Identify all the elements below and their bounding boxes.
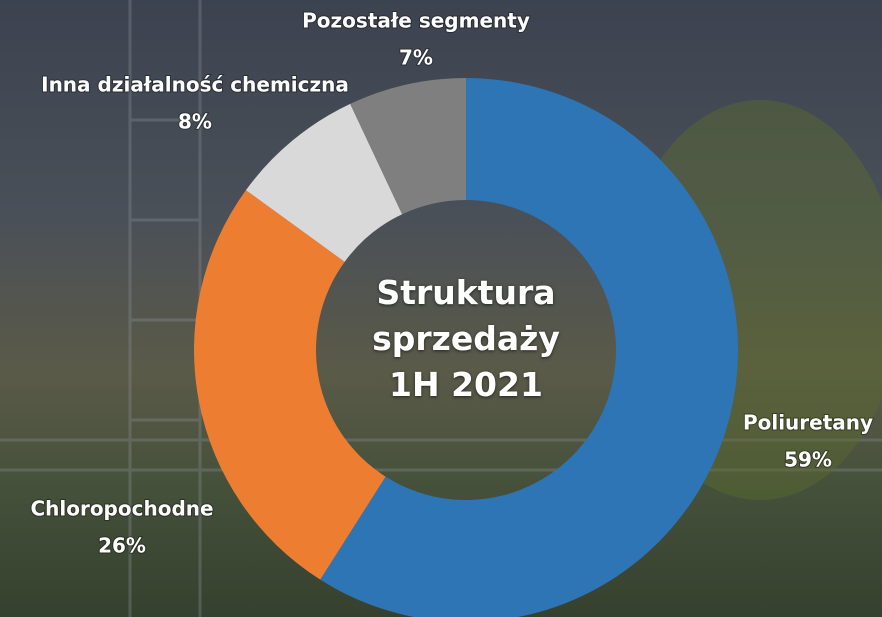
donut-segment [245,103,403,262]
segment-value: 7% [399,46,433,70]
donut-segment [193,190,386,580]
segment-name: Pozostałe segmenty [302,9,530,33]
segment-name: Inna działalność chemiczna [41,73,349,97]
chart-title: Struktura sprzedaży 1H 2021 [372,273,560,405]
segment-value: 8% [178,110,212,134]
segment-name: Chloropochodne [30,497,213,521]
segment-value: 26% [98,534,146,558]
donut-segment [320,78,738,617]
segment-value: 59% [784,448,832,472]
donut-segment [350,78,466,215]
segment-name: Poliuretany [743,411,873,435]
